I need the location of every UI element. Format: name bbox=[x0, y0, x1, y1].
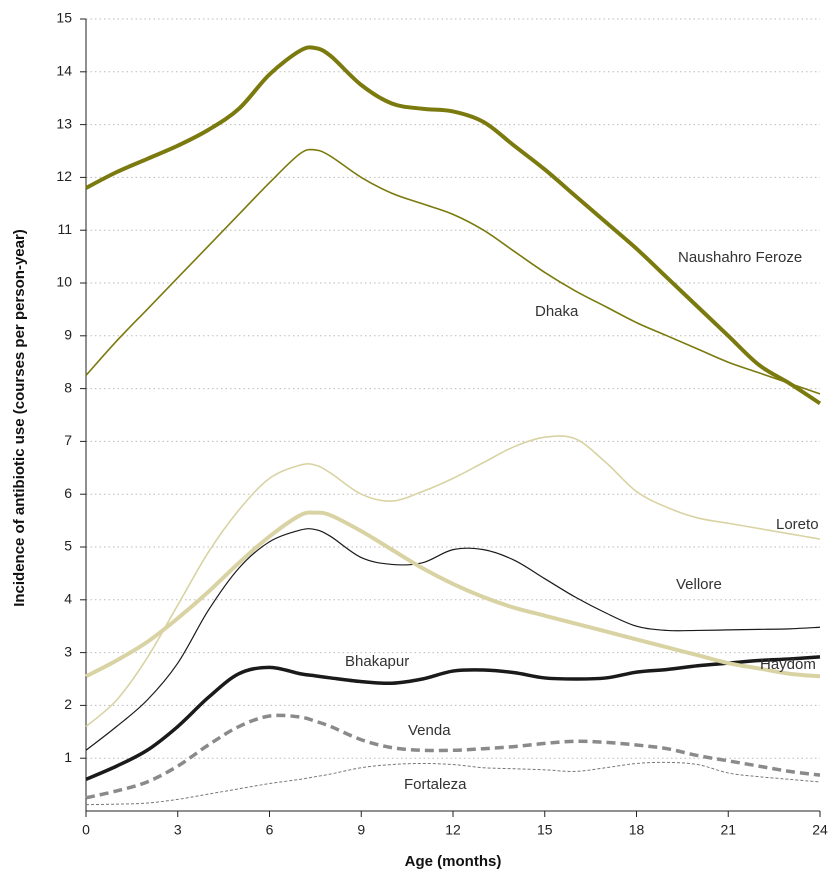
y-tick-label: 11 bbox=[57, 221, 72, 237]
x-tick-label: 6 bbox=[266, 822, 274, 838]
x-tick-label: 12 bbox=[445, 822, 461, 838]
y-tick-label: 10 bbox=[56, 274, 72, 290]
y-tick-label: 15 bbox=[56, 10, 72, 26]
x-tick-label: 9 bbox=[357, 822, 365, 838]
y-tick-label: 13 bbox=[56, 115, 72, 131]
y-tick-label: 7 bbox=[64, 432, 72, 448]
series-label: Vellore bbox=[676, 576, 722, 593]
y-axis-label: Incidence of antibiotic use (courses per… bbox=[11, 229, 28, 607]
x-tick-label: 15 bbox=[537, 822, 553, 838]
y-tick-label: 4 bbox=[64, 591, 72, 607]
y-tick-label: 6 bbox=[64, 485, 72, 501]
x-tick-label: 3 bbox=[174, 822, 182, 838]
series-line bbox=[85, 435, 821, 728]
series-line bbox=[85, 655, 821, 781]
series-line bbox=[85, 761, 821, 806]
series-line bbox=[85, 528, 821, 751]
y-tick-label: 2 bbox=[64, 696, 72, 712]
x-tick-label: 21 bbox=[720, 822, 736, 838]
y-tick-label: 14 bbox=[56, 63, 72, 79]
series-line bbox=[85, 713, 821, 800]
series-label: Dhaka bbox=[535, 303, 579, 320]
x-tick-label: 0 bbox=[82, 822, 90, 838]
y-tick-label: 3 bbox=[64, 643, 72, 659]
y-tick-label: 5 bbox=[64, 538, 72, 554]
series-line bbox=[85, 510, 821, 679]
x-tick-label: 24 bbox=[812, 822, 828, 838]
series-line bbox=[85, 45, 822, 406]
series-label: Naushahro Feroze bbox=[678, 249, 802, 266]
y-tick-label: 9 bbox=[64, 327, 72, 343]
series-label: Haydom bbox=[760, 656, 816, 673]
series-label: Venda bbox=[408, 722, 451, 739]
series-label: Loreto bbox=[776, 516, 819, 533]
series-label: Fortaleza bbox=[404, 776, 467, 793]
x-tick-label: 18 bbox=[629, 822, 645, 838]
y-tick-label: 1 bbox=[64, 749, 72, 765]
x-axis-label: Age (months) bbox=[405, 853, 502, 870]
series-label: Bhakapur bbox=[345, 653, 409, 670]
y-tick-label: 8 bbox=[64, 379, 72, 395]
y-tick-label: 12 bbox=[56, 168, 72, 184]
series-line bbox=[85, 148, 821, 395]
